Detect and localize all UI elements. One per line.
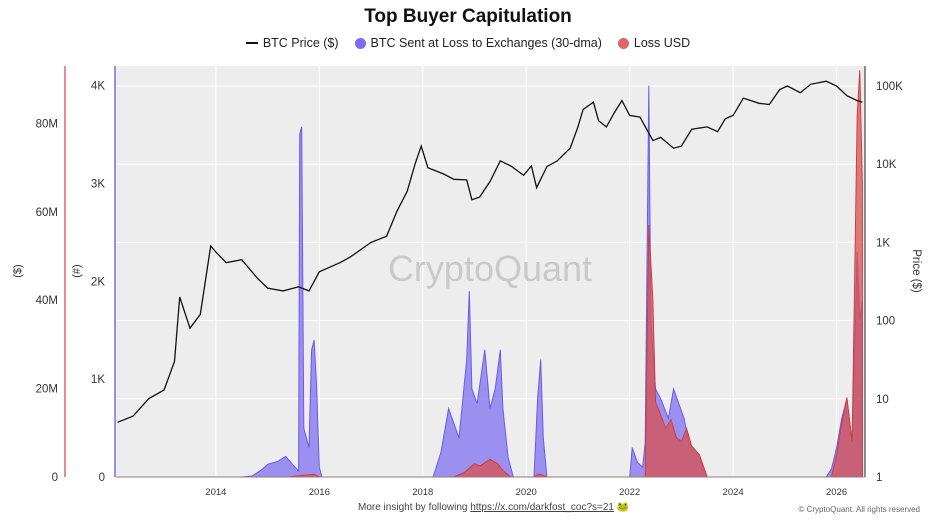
tick-label-year: 2022 xyxy=(619,487,640,498)
footer-credit: © CryptoQuant. All rights reserved xyxy=(798,505,921,514)
tick-label-price: 1 xyxy=(876,472,882,484)
tick-label-count: 4K xyxy=(91,81,105,93)
frog-emoji-icon: 🐸 xyxy=(616,502,630,513)
footer-link[interactable]: https://x.com/darkfost_coc?s=21 xyxy=(470,502,614,513)
tick-label-count: 0 xyxy=(99,472,105,484)
line-marker-icon xyxy=(245,42,258,44)
tick-label-count: 3K xyxy=(91,178,105,190)
legend-label-btc-sent: BTC Sent at Loss to Exchanges (30-dma) xyxy=(370,36,602,50)
tick-label-usd: 0 xyxy=(52,472,58,484)
tick-label-usd: 80M xyxy=(36,118,58,130)
loss-usd-area xyxy=(117,70,863,478)
tick-label-year: 2020 xyxy=(516,487,537,498)
chart-title: Top Buyer Capitulation xyxy=(364,6,572,27)
tick-label-count: 1K xyxy=(91,374,105,386)
dot-marker-icon xyxy=(354,37,366,49)
tick-label-year: 2026 xyxy=(826,487,847,498)
tick-label-price: 10 xyxy=(876,394,889,406)
legend-item-btc-sent[interactable]: BTC Sent at Loss to Exchanges (30-dma) xyxy=(354,36,602,50)
watermark-text: CryptoQuant xyxy=(388,248,592,289)
price-line-group xyxy=(117,80,863,423)
tick-label-year: 2024 xyxy=(723,487,744,498)
axis-label-usd: ($) xyxy=(12,264,24,277)
btc-price-line xyxy=(117,80,863,423)
chart-legend: BTC Price ($) BTC Sent at Loss to Exchan… xyxy=(0,36,936,50)
axis-label-count: (#) xyxy=(71,264,83,277)
tick-label-price: 1K xyxy=(876,237,890,249)
tick-label-year: 2016 xyxy=(309,487,330,498)
legend-item-loss-usd[interactable]: Loss USD xyxy=(617,36,691,50)
tick-label-year: 2014 xyxy=(205,487,226,498)
tick-label-price: 10K xyxy=(876,159,897,171)
axis-label-price: Price ($) xyxy=(910,249,922,293)
tick-label-price: 100K xyxy=(876,81,903,93)
tick-label-usd: 40M xyxy=(36,295,58,307)
legend-label-loss-usd: Loss USD xyxy=(633,36,691,50)
legend-item-price[interactable]: BTC Price ($) xyxy=(245,36,339,50)
footer-prefix: More insight by following xyxy=(358,502,468,513)
footer-link-line: More insight by following https://x.com/… xyxy=(358,502,629,513)
tick-labels-group: 0 20M 40M 60M 80M 0 1K 2K 3K 4K 1 10 100 1K 10K 100K 201… xyxy=(36,81,904,498)
tick-label-usd: 60M xyxy=(36,207,58,219)
legend-label-price: BTC Price ($) xyxy=(262,36,339,50)
tick-label-usd: 20M xyxy=(36,384,58,396)
dot-marker-icon xyxy=(617,37,629,49)
tick-label-price: 100 xyxy=(876,316,895,328)
tick-label-count: 2K xyxy=(91,276,105,288)
tick-label-year: 2018 xyxy=(412,487,433,498)
